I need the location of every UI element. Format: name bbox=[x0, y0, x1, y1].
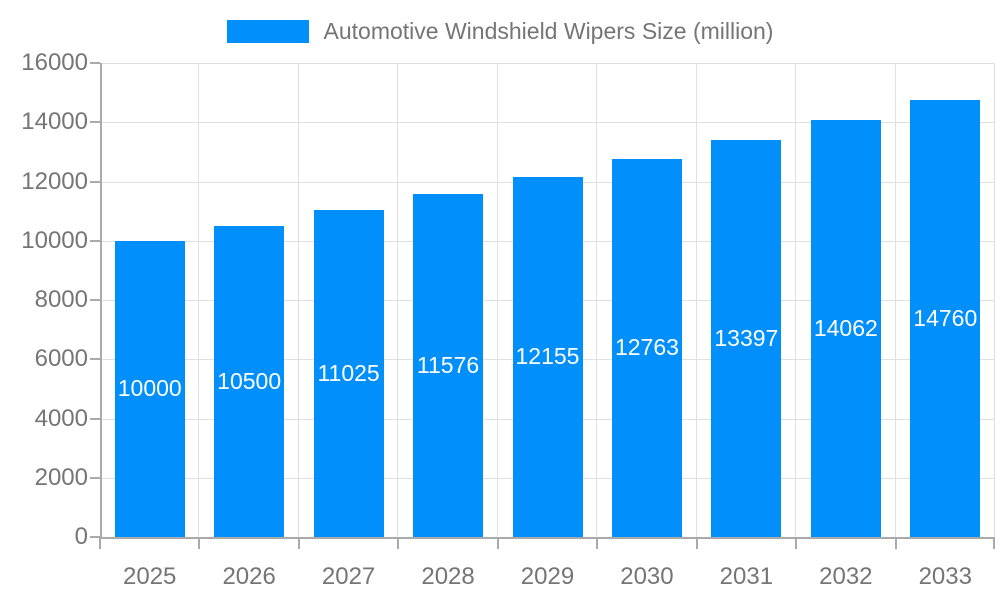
bar-2029[interactable]: 12155 bbox=[512, 176, 583, 537]
y-axis-label: 6000 bbox=[34, 345, 88, 373]
y-axis-label: 2000 bbox=[34, 463, 88, 491]
bar-2032[interactable]: 14062 bbox=[810, 120, 881, 537]
x-axis-line bbox=[100, 537, 995, 539]
x-axis-tick bbox=[198, 537, 201, 549]
bar-2026[interactable]: 10500 bbox=[214, 225, 285, 537]
v-gridline bbox=[894, 63, 896, 537]
bar-value-label: 10500 bbox=[217, 367, 282, 394]
bar-value-label: 12763 bbox=[614, 334, 679, 361]
bar-value-label: 13397 bbox=[714, 325, 779, 352]
legend[interactable]: Automotive Windshield Wipers Size (milli… bbox=[0, 18, 1000, 45]
y-axis-tick bbox=[90, 180, 100, 183]
x-axis-label: 2025 bbox=[123, 563, 177, 590]
x-axis-label: 2028 bbox=[421, 563, 475, 590]
y-axis-label: 10000 bbox=[21, 226, 88, 254]
h-gridline bbox=[100, 122, 995, 124]
x-axis-label: 2027 bbox=[321, 563, 376, 590]
y-axis-label: 16000 bbox=[21, 49, 88, 76]
bar-value-label: 11025 bbox=[317, 360, 380, 387]
v-gridline bbox=[596, 63, 598, 537]
x-axis-label: 2029 bbox=[520, 563, 575, 590]
y-axis-tick bbox=[90, 121, 100, 124]
v-gridline bbox=[198, 63, 200, 537]
y-axis-label: 14000 bbox=[21, 108, 88, 136]
x-axis-tick bbox=[397, 537, 400, 549]
y-axis-label: 8000 bbox=[34, 286, 88, 313]
x-axis-tick bbox=[297, 537, 300, 549]
legend-swatch bbox=[226, 20, 309, 43]
y-axis-tick bbox=[90, 239, 100, 242]
bar-value-label: 11576 bbox=[416, 352, 480, 379]
bar-value-label: 14062 bbox=[813, 315, 878, 342]
v-gridline bbox=[397, 63, 399, 537]
y-axis-tick bbox=[90, 536, 100, 538]
x-axis-tick bbox=[993, 537, 995, 549]
plot-area: 10000 10500 11025 11576 12155 12763 13397 14062… bbox=[100, 63, 995, 539]
bar-value-label: 12155 bbox=[515, 343, 580, 370]
x-axis-label: 2030 bbox=[620, 563, 674, 590]
bar-2028[interactable]: 11576 bbox=[413, 194, 484, 537]
y-axis-tick bbox=[90, 62, 100, 64]
y-axis-label: 4000 bbox=[34, 404, 88, 432]
bar-2030[interactable]: 12763 bbox=[611, 158, 682, 537]
bar-value-label: 10000 bbox=[117, 375, 182, 402]
y-axis-tick bbox=[90, 358, 100, 361]
y-axis-label: 0 bbox=[74, 523, 88, 550]
legend-label: Automotive Windshield Wipers Size (milli… bbox=[323, 18, 774, 44]
h-gridline bbox=[100, 63, 995, 64]
y-axis-tick bbox=[90, 299, 100, 301]
x-axis-tick bbox=[894, 537, 897, 549]
y-axis-tick bbox=[90, 417, 100, 420]
bar-2033[interactable]: 14760 bbox=[910, 99, 981, 537]
x-axis-label: 2032 bbox=[819, 563, 873, 590]
y-axis-tick bbox=[90, 476, 100, 479]
v-gridline bbox=[795, 63, 797, 537]
bar-value-label: 14760 bbox=[913, 304, 978, 331]
bar-2027[interactable]: 11025 bbox=[313, 210, 384, 537]
y-axis-label: 12000 bbox=[21, 167, 88, 195]
x-axis-tick bbox=[695, 537, 698, 549]
x-axis-label: 2026 bbox=[222, 563, 276, 590]
bar-2031[interactable]: 13397 bbox=[711, 140, 782, 537]
x-axis-tick bbox=[795, 537, 798, 549]
x-axis-label: 2033 bbox=[918, 563, 972, 590]
bar-2025[interactable]: 10000 bbox=[114, 240, 185, 537]
v-gridline bbox=[695, 63, 697, 537]
x-axis-tick bbox=[596, 537, 599, 549]
x-axis-tick bbox=[99, 537, 101, 549]
v-gridline bbox=[297, 63, 299, 537]
v-gridline bbox=[994, 63, 995, 537]
v-gridline bbox=[496, 63, 498, 537]
x-axis-tick bbox=[496, 537, 499, 549]
x-axis-label: 2031 bbox=[719, 563, 774, 590]
y-axis-line bbox=[100, 63, 102, 537]
